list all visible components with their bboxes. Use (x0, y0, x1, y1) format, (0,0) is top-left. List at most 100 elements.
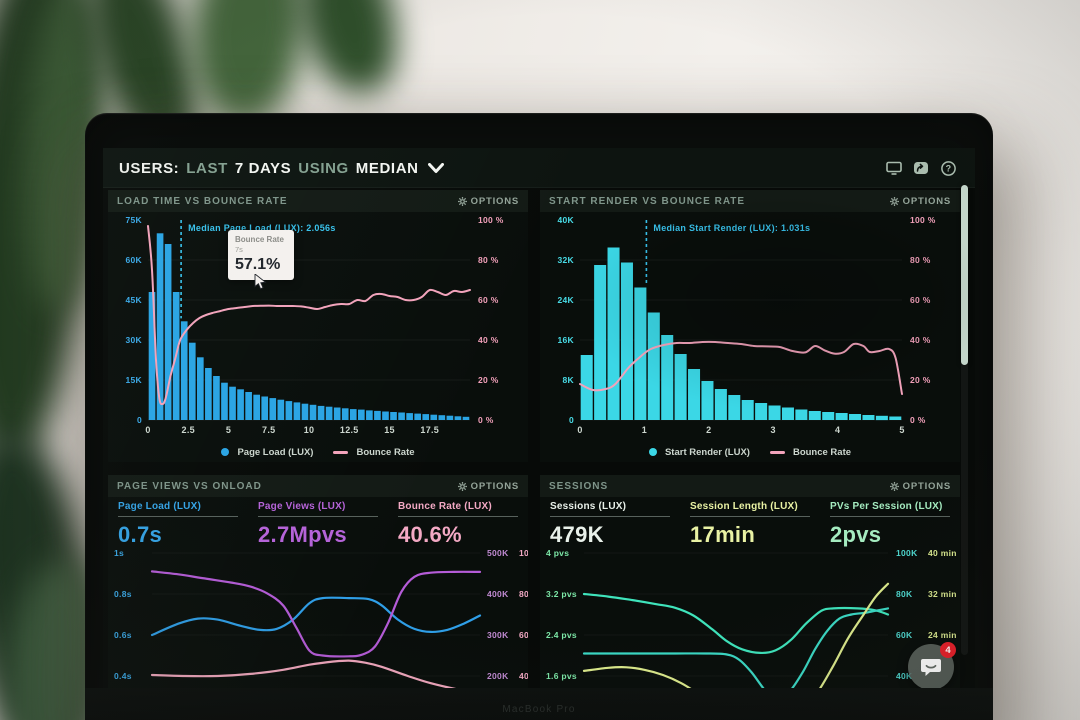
svg-text:3: 3 (771, 425, 776, 435)
metric-sessions: Sessions (LUX) 479K (540, 499, 680, 549)
metric-value: 2.7Mpvs (258, 522, 347, 547)
dashboard-screen: USERS: LAST 7 DAYS USING MEDIAN (103, 148, 975, 688)
plant-leaf (292, 0, 404, 101)
svg-text:0.8s: 0.8s (114, 589, 132, 599)
legend-line-swatch (769, 450, 785, 454)
svg-text:0.6s: 0.6s (114, 630, 132, 640)
panel-start-render-vs-bounce-rate: START RENDER VS BOUNCE RATE OPTIONS 40K 1… (540, 190, 960, 462)
svg-text:17.5: 17.5 (420, 425, 439, 435)
svg-text:40 %: 40 % (910, 335, 931, 345)
metric-rule (398, 516, 518, 517)
svg-text:2.4 pvs: 2.4 pvs (546, 630, 577, 640)
display-icon[interactable] (885, 159, 903, 177)
svg-text:40 min: 40 min (928, 549, 957, 558)
legend-dot (648, 448, 657, 456)
svg-text:24 min: 24 min (928, 630, 957, 640)
svg-text:100%: 100% (519, 549, 528, 558)
panel-load-time-vs-bounce-rate: LOAD TIME VS BOUNCE RATE OPTIONS 75K 100 … (108, 190, 528, 462)
svg-text:4: 4 (835, 425, 840, 435)
chat-bubble-icon (921, 659, 941, 676)
header-segment: 7 DAYS (234, 159, 292, 177)
svg-text:7.5: 7.5 (262, 425, 275, 435)
svg-text:40K: 40K (896, 671, 913, 681)
metric-label: Sessions (LUX) (550, 501, 627, 512)
metric-label: Session Length (LUX) (690, 501, 798, 512)
panel-title: START RENDER VS BOUNCE RATE (549, 195, 746, 207)
load-time-chart[interactable]: 75K 100 % 60K 80 % 45K 60 % 30K 40 % 15K 20 % 0 0 %… (108, 212, 528, 442)
scrollbar-track[interactable] (961, 185, 968, 655)
metric-value: 0.7s (118, 522, 163, 547)
metric-rule (690, 516, 810, 517)
svg-text:100 %: 100 % (910, 215, 936, 225)
svg-text:80 %: 80 % (910, 255, 931, 265)
svg-text:10: 10 (304, 425, 315, 435)
header-segment: USERS: (119, 159, 180, 177)
svg-text:80%: 80% (519, 589, 528, 599)
laptop-bezel: MacBook Pro (85, 688, 993, 720)
metric-page-load: Page Load (LUX) 0.7s (108, 499, 248, 549)
tooltip-sub: 7s (235, 245, 243, 254)
svg-text:5: 5 (226, 425, 231, 435)
legend-dot (221, 448, 230, 456)
metric-bounce-rate: Bounce Rate (LUX) 40.6% (388, 499, 528, 549)
start-render-chart[interactable]: 40K 100 % 32K 80 % 24K 60 % 16K 40 % 8K 20 % 0 0 % 0… (540, 212, 960, 442)
options-button[interactable]: OPTIONS (889, 481, 951, 492)
gear-icon (889, 481, 899, 491)
panel-title: PAGE VIEWS VS ONLOAD (117, 480, 262, 492)
legend-label[interactable]: Bounce Rate (792, 446, 852, 458)
svg-text:2.5: 2.5 (182, 425, 195, 435)
metric-page-views: Page Views (LUX) 2.7Mpvs (248, 499, 388, 549)
panel-header: SESSIONS OPTIONS (540, 475, 960, 497)
metric-value: 17min (690, 522, 756, 547)
legend-label[interactable]: Page Load (LUX) (237, 446, 314, 458)
laptop: USERS: LAST 7 DAYS USING MEDIAN (85, 113, 993, 720)
svg-text:300K: 300K (487, 630, 509, 640)
chart-legend: Start Render (LUX) Bounce Rate (540, 443, 960, 461)
sessions-chart[interactable]: 4 pvs 100K 40 min 3.2 pvs 80K 32 min 2.4 pvs 60… (540, 549, 960, 688)
svg-text:3.2 pvs: 3.2 pvs (546, 589, 577, 599)
legend-label[interactable]: Bounce Rate (356, 446, 415, 458)
svg-text:80 %: 80 % (478, 255, 499, 265)
metric-label: PVs Per Session (LUX) (830, 501, 943, 512)
options-button[interactable]: OPTIONS (889, 196, 951, 207)
svg-text:0: 0 (137, 415, 142, 425)
gear-icon (457, 196, 467, 206)
svg-text:0: 0 (577, 425, 582, 435)
svg-text:Median Page Load (LUX): 2.056s: Median Page Load (LUX): 2.056s (188, 223, 336, 233)
svg-text:0 %: 0 % (910, 415, 926, 425)
options-button[interactable]: OPTIONS (457, 481, 519, 492)
timeframe-dropdown[interactable]: USERS: LAST 7 DAYS USING MEDIAN (119, 148, 444, 188)
chat-widget-button[interactable]: 4 (908, 642, 956, 688)
metric-rule (550, 516, 670, 517)
metric-rule (830, 516, 950, 517)
svg-text:0.4s: 0.4s (114, 671, 132, 681)
svg-text:24K: 24K (558, 295, 575, 305)
metric-label: Page Views (LUX) (258, 501, 346, 512)
share-icon[interactable] (912, 159, 930, 177)
svg-text:20 %: 20 % (910, 375, 931, 385)
svg-text:4 pvs: 4 pvs (546, 549, 569, 558)
svg-text:5: 5 (899, 425, 904, 435)
tooltip-title: Bounce Rate (235, 235, 284, 244)
svg-text:15K: 15K (126, 375, 143, 385)
svg-text:12.5: 12.5 (340, 425, 359, 435)
scrollbar-thumb[interactable] (961, 185, 968, 365)
dashboard-header: USERS: LAST 7 DAYS USING MEDIAN (103, 148, 975, 188)
svg-text:45K: 45K (126, 295, 143, 305)
gear-icon (889, 196, 899, 206)
metrics-row: Page Load (LUX) 0.7s Page Views (LUX) 2.… (108, 499, 528, 549)
legend-label[interactable]: Start Render (LUX) (664, 446, 750, 458)
header-segment: MEDIAN (355, 159, 419, 177)
panel-title: SESSIONS (549, 480, 609, 492)
svg-text:40K: 40K (558, 215, 575, 225)
metric-pvs-per-session: PVs Per Session (LUX) 2pvs (820, 499, 960, 549)
panel-header: LOAD TIME VS BOUNCE RATE OPTIONS (108, 190, 528, 212)
metric-rule (258, 516, 378, 517)
svg-text:500K: 500K (487, 549, 509, 558)
options-button[interactable]: OPTIONS (457, 196, 519, 207)
page-views-chart[interactable]: 1s 500K 100% 0.8s 400K 80% 0.6s 300K 60% 0.4s 200K… (108, 549, 528, 688)
panel-sessions: SESSIONS OPTIONS Sessions (LUX) 479K Ses… (540, 475, 960, 688)
svg-text:30K: 30K (126, 335, 143, 345)
help-icon[interactable]: ? (939, 159, 957, 177)
